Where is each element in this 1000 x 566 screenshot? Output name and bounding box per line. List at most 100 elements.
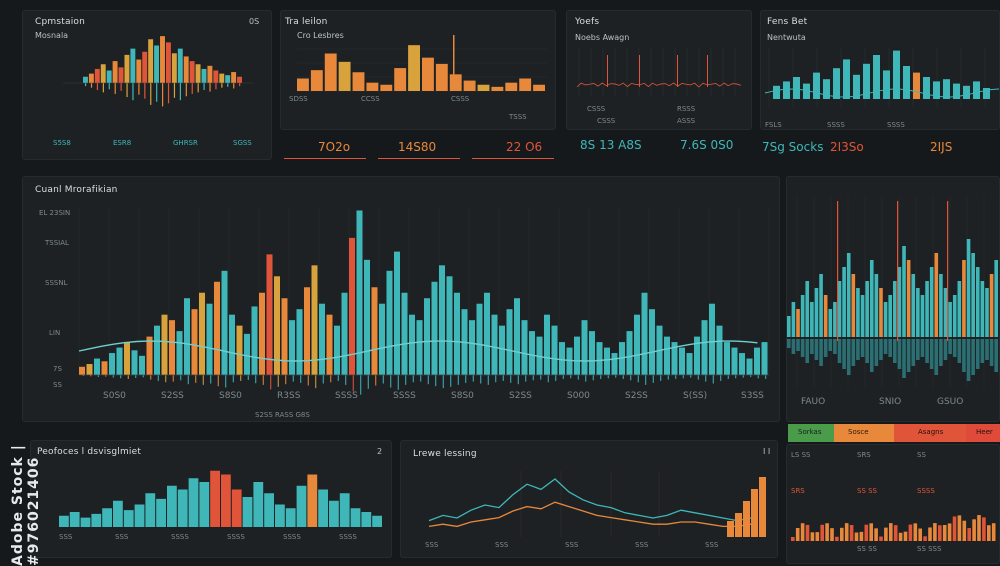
- legend-seg: Asagns: [894, 424, 966, 442]
- bar: [219, 73, 225, 83]
- wick: [390, 375, 392, 388]
- bar: [350, 508, 361, 527]
- wick: [360, 375, 362, 395]
- bar: [991, 523, 996, 541]
- wick: [645, 375, 647, 385]
- bar: [800, 339, 805, 357]
- bar: [840, 527, 844, 541]
- x-tick: S2SS: [161, 391, 184, 401]
- bar: [604, 347, 610, 375]
- bar: [394, 68, 407, 91]
- x-tick: S8S0: [451, 391, 474, 401]
- bar: [739, 353, 745, 375]
- bar: [837, 339, 842, 363]
- bar: [805, 524, 810, 541]
- wick: [96, 83, 99, 91]
- bar: [266, 254, 273, 375]
- bar: [989, 339, 994, 366]
- bar: [188, 478, 199, 527]
- bar: [849, 525, 854, 541]
- bar: [810, 532, 815, 541]
- bar: [791, 537, 795, 541]
- bar: [394, 251, 400, 375]
- bar: [199, 292, 205, 375]
- bar: [787, 339, 791, 348]
- panel-title: Yoefs: [575, 17, 600, 27]
- bar: [237, 76, 242, 83]
- bar: [536, 336, 543, 375]
- trade-chart: [297, 35, 547, 92]
- bar: [938, 525, 942, 541]
- wick: [187, 375, 189, 385]
- wick: [112, 375, 114, 378]
- bar: [943, 288, 948, 337]
- bar: [966, 339, 971, 381]
- x-tick: CCSS: [361, 95, 380, 103]
- panel-badge: I I: [763, 447, 771, 456]
- bar: [171, 53, 177, 83]
- bar: [957, 515, 962, 541]
- bar: [897, 267, 902, 337]
- bar: [893, 50, 900, 99]
- bar: [581, 320, 588, 375]
- wick: [622, 375, 624, 379]
- kpi-underline: [284, 158, 366, 159]
- bar: [884, 527, 888, 541]
- wick: [221, 83, 223, 88]
- x-tick: SSS: [59, 533, 73, 541]
- x-tick: GSUO: [937, 397, 964, 407]
- bar: [918, 528, 922, 541]
- bar: [837, 281, 842, 337]
- bar: [112, 61, 118, 83]
- wick: [547, 375, 549, 383]
- panel-subtitle: Nentwuta: [767, 33, 806, 42]
- wick: [127, 375, 129, 379]
- bar: [694, 336, 700, 375]
- wick: [239, 83, 241, 87]
- wick: [465, 375, 467, 383]
- bar: [259, 292, 265, 375]
- wick: [292, 375, 294, 382]
- bar: [810, 302, 814, 337]
- spike: [947, 201, 949, 341]
- panel-badge: 0S: [249, 17, 260, 26]
- kpi-underline: [378, 158, 460, 159]
- bar: [446, 276, 453, 375]
- x-tick: S8S0: [219, 391, 242, 401]
- kpi-value: 7Sg Socks: [762, 140, 824, 154]
- wick: [102, 83, 104, 93]
- wick: [397, 375, 399, 390]
- stat-label: S5S8: [53, 139, 71, 147]
- wick: [682, 375, 684, 379]
- panel-title: Lrewe lessing: [413, 449, 477, 459]
- bar: [356, 210, 363, 375]
- line-chart: [428, 471, 766, 537]
- bar: [761, 342, 768, 375]
- bar: [853, 74, 860, 99]
- bar: [206, 303, 213, 375]
- x-tick: SSSS: [887, 121, 905, 129]
- bar: [641, 292, 648, 375]
- bar: [559, 342, 565, 375]
- bar: [424, 298, 430, 375]
- series-line: [428, 478, 752, 522]
- row-label: SS SS: [857, 487, 877, 495]
- bar: [869, 523, 873, 541]
- bar: [948, 339, 952, 354]
- bar: [334, 325, 340, 375]
- x-tick: SSSS: [227, 533, 245, 541]
- bar: [431, 281, 438, 375]
- wick: [300, 375, 302, 383]
- bar: [920, 339, 925, 357]
- x-tick: CSSS: [451, 95, 470, 103]
- wick: [450, 375, 452, 387]
- wick: [202, 375, 204, 385]
- wick: [382, 375, 384, 384]
- panel-line: Lrewe lessing I I SSS SSS SSS SSS SSS: [400, 440, 778, 558]
- bar: [176, 331, 183, 375]
- bar: [154, 45, 160, 83]
- wick: [735, 375, 737, 379]
- wick: [375, 375, 377, 386]
- wick: [270, 375, 272, 390]
- wick: [330, 375, 332, 383]
